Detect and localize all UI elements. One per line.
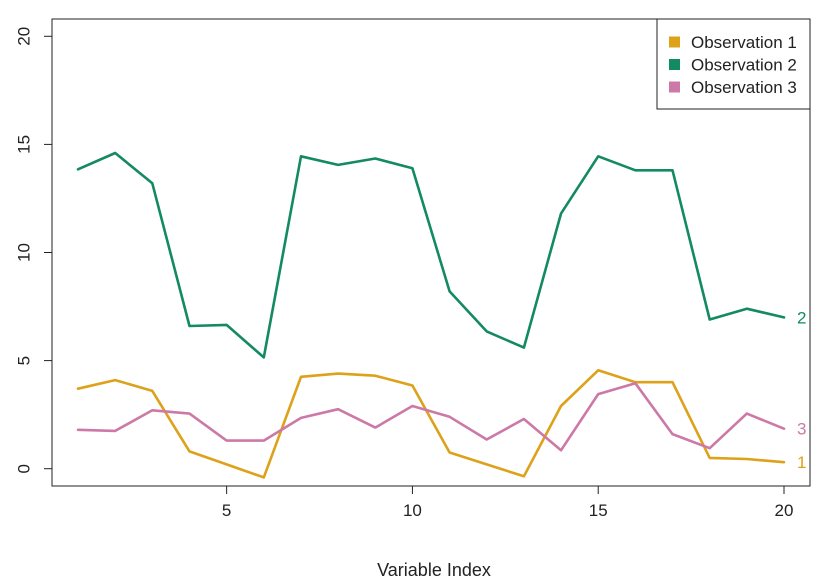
series-layer — [76, 151, 786, 479]
y-tick-label: 10 — [14, 243, 33, 262]
y-tick-label: 0 — [14, 464, 33, 473]
x-tick-label: 15 — [589, 501, 608, 520]
legend-swatch — [669, 81, 680, 93]
legend: Observation 1 Observation 2 Observation 3 — [656, 18, 811, 110]
y-tick-label: 5 — [14, 356, 33, 365]
legend-label: Observation 2 — [691, 56, 797, 75]
y-tick-label: 20 — [14, 27, 33, 46]
series-line-1 — [76, 368, 786, 479]
x-tick-label: 10 — [403, 501, 422, 520]
series-end-label-1: 1 — [797, 453, 806, 472]
series-end-label-2: 2 — [797, 308, 806, 327]
x-tick-label: 20 — [775, 501, 794, 520]
y-axis: 0 5 10 15 20 — [14, 27, 52, 473]
legend-label: Observation 1 — [691, 33, 797, 52]
legend-swatch — [669, 36, 680, 48]
legend-box — [656, 18, 811, 110]
x-tick-label: 5 — [222, 501, 231, 520]
x-axis: 5 10 15 20 — [222, 486, 794, 520]
series-end-label-3: 3 — [797, 420, 806, 439]
end-labels: 1 2 3 — [797, 308, 806, 472]
legend-label: Observation 3 — [691, 78, 797, 97]
y-tick-label: 15 — [14, 135, 33, 154]
x-axis-title: Variable Index — [377, 560, 491, 580]
series-line-3 — [76, 381, 786, 452]
legend-swatch — [669, 59, 680, 70]
series-line-2 — [76, 151, 786, 359]
